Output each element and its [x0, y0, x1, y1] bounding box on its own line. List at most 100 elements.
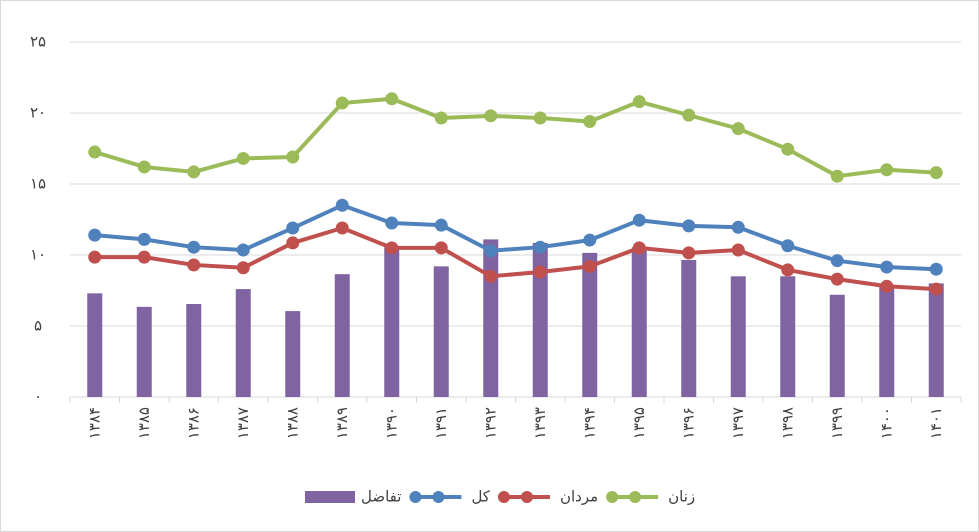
legend-swatch: [629, 491, 642, 503]
bar: [235, 289, 251, 397]
marker: [385, 92, 399, 106]
marker: [385, 216, 399, 230]
bar: [186, 303, 202, 397]
marker: [830, 272, 844, 286]
marker: [335, 198, 349, 212]
marker: [434, 111, 448, 125]
bar: [334, 274, 350, 397]
marker: [335, 221, 349, 235]
marker: [286, 150, 300, 164]
marker: [335, 96, 349, 110]
legend-swatch: [409, 491, 422, 503]
y-tick-label: ۲۰: [30, 104, 46, 122]
marker: [187, 165, 201, 179]
y-tick-label: ۲۵: [30, 33, 46, 51]
marker: [830, 254, 844, 268]
bar: [780, 276, 796, 397]
x-tick-label: ۱۳۸۴: [85, 407, 103, 439]
x-tick-label: ۱۴۰۱: [927, 407, 945, 439]
x-tick-label: ۱۳۸۷: [234, 407, 252, 439]
x-tick-label: ۱۳۹۰: [382, 407, 400, 439]
line: [94, 226, 937, 292]
x-tick-label: ۱۳۹۲: [481, 407, 499, 439]
x-tick-label: ۱۳۹۳: [531, 407, 549, 439]
y-tick-label: ۱۰: [30, 246, 46, 264]
marker: [187, 258, 201, 272]
marker: [682, 108, 696, 122]
x-tick-label: ۱۳۹۶: [679, 407, 697, 439]
marker: [682, 246, 696, 260]
marker: [88, 145, 102, 159]
bar: [730, 276, 746, 397]
marker: [434, 218, 448, 232]
marker: [533, 265, 547, 279]
marker: [731, 243, 745, 257]
y-tick-label: ۱۵: [30, 175, 46, 193]
marker: [929, 166, 943, 180]
x-tick-label: ۱۳۹۴: [580, 407, 598, 439]
x-tick-label: ۱۳۹۸: [778, 407, 796, 439]
marker: [484, 269, 498, 283]
marker: [286, 236, 300, 250]
line: [94, 96, 937, 179]
marker: [632, 241, 646, 255]
marker: [236, 261, 250, 275]
bar: [829, 294, 845, 397]
marker: [583, 115, 597, 129]
marker: [137, 250, 151, 264]
legend-label: مردان: [560, 488, 598, 506]
x-tick-label: ۱۴۰۰: [877, 407, 895, 439]
bar: [631, 247, 647, 397]
marker: [781, 263, 795, 277]
x-tick-label: ۱۳۸۹: [333, 407, 351, 439]
marker: [533, 111, 547, 125]
marker: [632, 213, 646, 227]
marker: [929, 282, 943, 296]
bar: [582, 252, 598, 397]
marker: [731, 220, 745, 234]
marker: [533, 240, 547, 254]
marker: [236, 151, 250, 165]
x-tick-label: ۱۳۹۱: [432, 407, 450, 439]
x-tick-label: ۱۳۸۵: [135, 407, 153, 439]
x-tick-label: ۱۳۹۷: [729, 407, 747, 439]
marker: [880, 279, 894, 293]
legend-label: تفاضل: [361, 488, 401, 506]
marker: [236, 243, 250, 257]
marker: [632, 95, 646, 109]
bar: [384, 247, 400, 397]
x-tick-label: ۱۳۹۵: [630, 407, 648, 439]
legend-label: کل: [471, 488, 490, 506]
marker: [286, 221, 300, 235]
marker: [88, 250, 102, 264]
bar: [681, 259, 697, 397]
bar: [136, 306, 152, 397]
bar: [483, 239, 499, 397]
marker: [187, 240, 201, 254]
bar: [87, 293, 103, 397]
marker: [583, 259, 597, 273]
marker: [781, 239, 795, 253]
x-tick-label: ۱۳۸۸: [283, 407, 301, 439]
legend-swatch: [520, 491, 533, 503]
marker: [880, 260, 894, 274]
x-tick-label: ۱۳۸۶: [184, 407, 202, 439]
legend-swatch: [432, 491, 445, 503]
marker: [880, 163, 894, 177]
marker: [88, 228, 102, 242]
marker: [682, 219, 696, 233]
bar: [532, 242, 548, 397]
x-tick-label: ۱۳۹۹: [828, 407, 846, 439]
line: [94, 203, 937, 272]
legend-swatch: [606, 491, 619, 503]
bar: [928, 283, 944, 397]
marker: [929, 262, 943, 276]
marker: [137, 160, 151, 174]
legend-label: زنان: [668, 488, 695, 506]
marker: [137, 232, 151, 246]
marker: [434, 241, 448, 255]
bar: [879, 284, 895, 397]
bar: [285, 311, 301, 397]
legend-swatch: [305, 491, 355, 503]
